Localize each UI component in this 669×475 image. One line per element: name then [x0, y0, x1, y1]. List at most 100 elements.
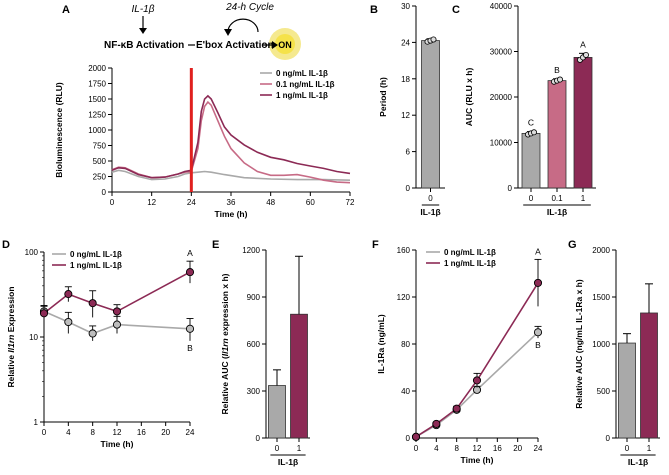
panel-letter-g: G	[568, 239, 577, 251]
panel-letter-f: F	[372, 239, 379, 251]
b-ytick-label: 0	[406, 184, 411, 193]
a-xtick-label: 36	[227, 198, 236, 207]
c-bar-0	[521, 132, 541, 189]
f-legend-label-0: 0 ng/mL IL-1β	[444, 248, 496, 257]
c-ytick-label: 0	[508, 184, 513, 193]
c-letter-1: B	[554, 65, 560, 75]
a-series-line-2	[111, 94, 351, 179]
a-ytick-label: 2000	[88, 64, 106, 73]
schematic-il1b: IL-1β	[132, 4, 155, 15]
d-point-0	[88, 329, 97, 338]
a-y-label: Bioluminescence (RLU)	[54, 82, 64, 178]
g-ytick-label: 0	[606, 434, 611, 443]
b-y-label: Period (h)	[378, 77, 388, 117]
b-ytick-label: 30	[401, 2, 410, 11]
schematic-nfkb: NF-κB Activation	[104, 40, 184, 51]
e-ytick-label: 1200	[242, 246, 260, 255]
d-point-0	[112, 320, 122, 329]
a-legend-label-2: 1 ng/mL IL-1β	[276, 91, 328, 100]
d-point-0	[185, 324, 195, 333]
a-ytick-label: 1500	[88, 95, 106, 104]
e-bar-1	[290, 313, 308, 439]
f-point-1	[533, 278, 543, 287]
g-y-label: Relative AUC (ng/mL IL-1Ra x h)	[574, 279, 584, 409]
a-xtick-label: 60	[306, 198, 315, 207]
a-x-label: Time (h)	[215, 209, 248, 219]
c-point-2	[583, 51, 590, 58]
e-ytick-label: 600	[247, 340, 261, 349]
b-category-0: 0	[428, 194, 433, 203]
c-bar-1	[547, 80, 567, 189]
schematic-ebox: E'box Activation	[196, 40, 274, 51]
d-legend-label-1: 1 ng/mL IL-1β	[70, 261, 122, 270]
a-ytick-label: 250	[93, 173, 107, 182]
e-x-label: IL-1β	[278, 457, 298, 467]
f-legend-label-1: 1 ng/mL IL-1β	[444, 259, 496, 268]
f-xtick-label: 12	[473, 444, 482, 453]
a-legend-label-0: 0 ng/mL IL-1β	[276, 69, 328, 78]
f-xtick-label: 16	[493, 444, 502, 453]
a-ytick-label: 750	[93, 142, 107, 151]
f-ytick-label: 40	[401, 387, 410, 396]
d-xtick-label: 4	[66, 428, 71, 437]
d-xtick-label: 0	[42, 428, 47, 437]
f-ytick-label: 0	[406, 434, 411, 443]
c-category-1: 0.1	[551, 194, 563, 203]
g-x-label: IL-1β	[628, 457, 648, 467]
d-xtick-label: 24	[186, 428, 195, 437]
il1b-arrow-head	[139, 28, 147, 34]
a-xtick-label: 72	[346, 198, 355, 207]
d-ytick-label: 1	[34, 418, 39, 427]
c-point-0	[531, 129, 538, 136]
b-ytick-label: 24	[401, 38, 410, 47]
a-ytick-label: 1750	[88, 80, 106, 89]
g-bar-0	[618, 342, 636, 439]
a-xtick-label: 24	[187, 198, 196, 207]
a-ytick-label: 1250	[88, 111, 106, 120]
panel-letter-d: D	[2, 239, 10, 251]
d-point-0	[64, 317, 73, 327]
f-ytick-label: 80	[401, 340, 410, 349]
a-legend-label-1: 0.1 ng/mL IL-1β	[276, 80, 335, 89]
c-letter-2: A	[580, 39, 586, 49]
f-point-1	[411, 432, 421, 441]
a-xtick-label: 0	[110, 198, 115, 207]
b-ytick-label: 6	[406, 148, 411, 157]
c-ytick-label: 10000	[490, 139, 513, 148]
d-xtick-label: 20	[161, 428, 170, 437]
f-letter-bottom: B	[535, 340, 541, 350]
e-ytick-label: 0	[256, 434, 261, 443]
d-point-1	[64, 290, 73, 299]
g-category-1: 1	[647, 444, 652, 453]
e-category-1: 1	[297, 444, 302, 453]
panel-letter-c: C	[452, 4, 460, 16]
g-ytick-label: 1500	[592, 293, 610, 302]
panel-letter-b: B	[370, 4, 378, 16]
b-ytick-label: 12	[401, 111, 410, 120]
g-ytick-label: 1000	[592, 340, 610, 349]
f-xtick-label: 4	[434, 444, 439, 453]
schematic-on: ON	[278, 40, 292, 50]
on-core	[275, 34, 295, 54]
d-legend-label-0: 0 ng/mL IL-1β	[70, 250, 122, 259]
a-xtick-label: 48	[266, 198, 275, 207]
c-x-label: IL-1β	[547, 207, 567, 217]
f-ytick-label: 120	[397, 293, 411, 302]
g-ytick-label: 2000	[592, 246, 610, 255]
g-bar-1	[640, 312, 658, 439]
d-point-1	[185, 268, 195, 277]
a-ytick-label: 500	[93, 157, 107, 166]
cycle-arrow-head	[224, 29, 232, 36]
f-xtick-label: 8	[454, 444, 459, 453]
c-category-2: 1	[581, 194, 586, 203]
b-ytick-label: 18	[401, 75, 410, 84]
f-y-label: IL-1Ra (ng/mL)	[376, 314, 386, 374]
g-category-0: 0	[625, 444, 630, 453]
c-ytick-label: 20000	[490, 93, 513, 102]
d-letter-bottom: B	[187, 343, 193, 353]
c-bar-2	[573, 57, 593, 189]
panel-letter-a: A	[62, 4, 70, 16]
d-letter-top: A	[187, 248, 193, 258]
d-point-1	[88, 299, 97, 308]
